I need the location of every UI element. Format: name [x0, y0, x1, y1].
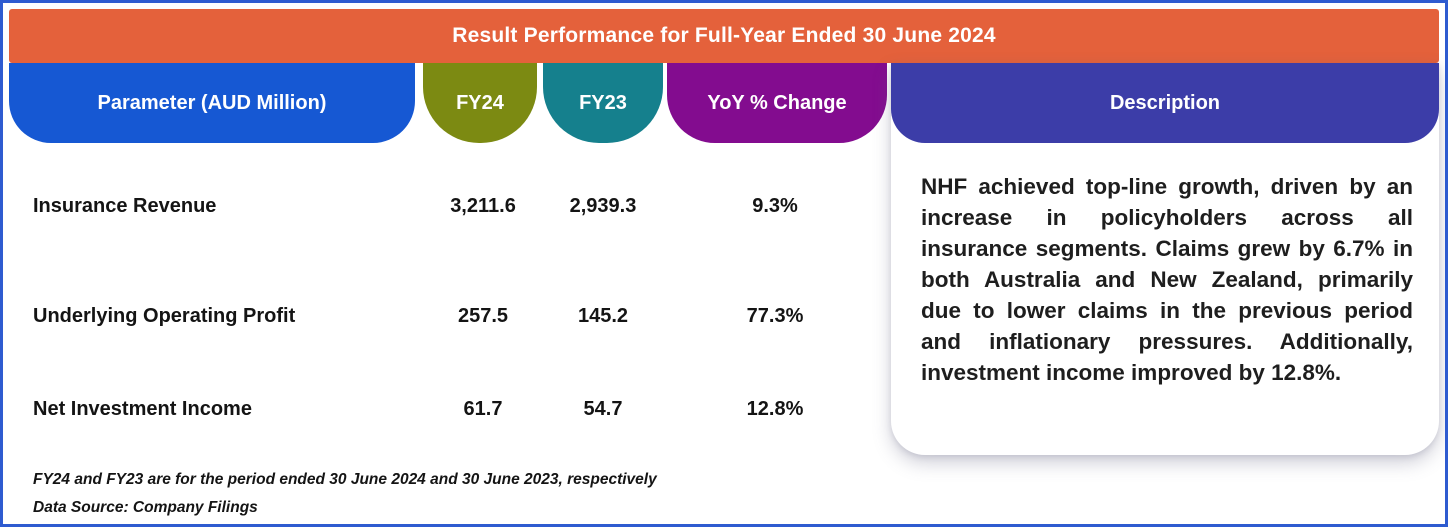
column-header-yoy-label: YoY % Change	[707, 91, 847, 114]
description-text: NHF achieved top-line growth, driven by …	[921, 174, 1413, 386]
yoy-cell: 9.3%	[752, 195, 798, 217]
fy23-cell: 54.7	[583, 398, 623, 420]
column-header-description-label: Description	[1109, 91, 1221, 114]
table-row: Underlying Operating Profit 257.5 145.2 …	[9, 305, 893, 328]
parameter-cell: Insurance Revenue	[33, 195, 217, 217]
fy24-cell: 3,211.6	[450, 195, 516, 217]
table-row: Net Investment Income 61.7 54.7 12.8%	[9, 398, 893, 421]
column-header-parameter: Parameter (AUD Million)	[9, 63, 415, 143]
fy24-cell: 61.7	[463, 398, 503, 420]
column-header-fy23: FY23	[543, 63, 663, 143]
description-card: Description NHF achieved top-line growth…	[891, 63, 1439, 455]
page-title: Result Performance for Full-Year Ended 3…	[452, 24, 996, 47]
title-banner: Result Performance for Full-Year Ended 3…	[9, 9, 1439, 63]
column-header-yoy: YoY % Change	[667, 63, 887, 143]
fy24-cell: 257.5	[457, 305, 509, 327]
column-header-description: Description	[891, 63, 1439, 143]
parameter-cell: Underlying Operating Profit	[33, 305, 296, 327]
column-header-parameter-label: Parameter (AUD Million)	[97, 91, 327, 114]
column-header-fy24-label: FY24	[456, 91, 504, 114]
yoy-cell: 12.8%	[746, 398, 804, 420]
fy23-cell: 145.2	[577, 305, 629, 327]
footnote-source: Data Source: Company Filings	[33, 499, 258, 516]
column-header-fy24: FY24	[423, 63, 537, 143]
footnote-period: FY24 and FY23 are for the period ended 3…	[33, 471, 657, 488]
parameter-cell: Net Investment Income	[33, 398, 252, 420]
column-header-fy23-label: FY23	[579, 91, 627, 114]
fy23-cell: 2,939.3	[569, 195, 637, 217]
yoy-cell: 77.3%	[746, 305, 804, 327]
table-row: Insurance Revenue 3,211.6 2,939.3 9.3%	[9, 195, 893, 218]
